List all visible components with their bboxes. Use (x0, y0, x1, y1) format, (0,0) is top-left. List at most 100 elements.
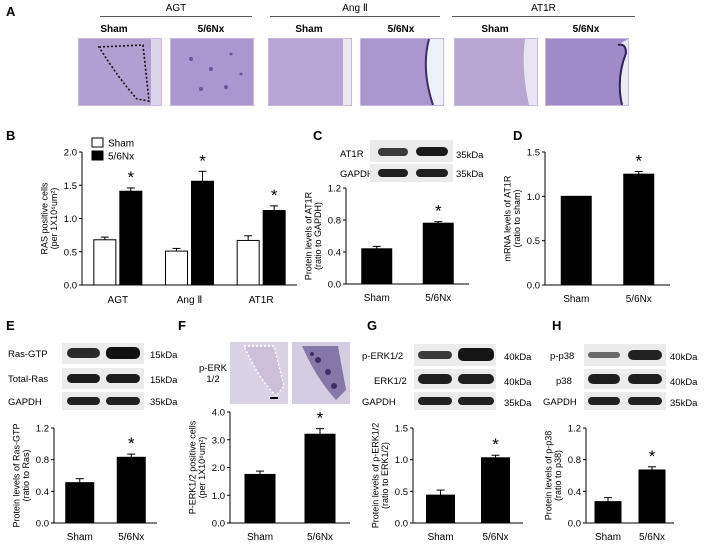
micrograph-f-sham (230, 342, 288, 404)
x-tick-label: AT1R (249, 295, 274, 306)
x-tick-label: Ang Ⅱ (177, 295, 203, 306)
x-tick-label: 5/6Nx (639, 532, 665, 543)
kda-e-gapdh: 35kDa (150, 397, 178, 408)
band-nx (458, 374, 494, 384)
kda-e-rasgtp: 15kDa (150, 350, 178, 361)
significance-marker: * (199, 151, 206, 170)
panel-label-a: A (6, 4, 16, 19)
panel-label-e: E (6, 318, 15, 333)
y-axis-label: Protein levels of AT1R(ratio to GAPDH) (303, 191, 323, 280)
nucleus-outline (242, 345, 285, 398)
bar (191, 180, 214, 286)
y-tick-label: 1.2 (328, 184, 341, 195)
blot-label-e-rasgtp: Ras-GTP (8, 349, 48, 360)
header-title-agt: AGT (165, 3, 187, 14)
nucleus-outline (97, 44, 150, 102)
bar (623, 173, 655, 286)
band-sham (67, 397, 100, 405)
blot-strip-h-p38 (584, 369, 666, 389)
cond-label-at1r-sham: Sham (481, 24, 509, 35)
cond-label-ang-nx: 5/6Nx (387, 24, 415, 35)
bar (594, 501, 622, 524)
cond-label-agt-nx: 5/6Nx (197, 24, 225, 35)
legend-swatch (91, 150, 104, 161)
bar (426, 494, 455, 524)
x-tick-label: 5/6Nx (482, 532, 508, 543)
cond-label-agt-sham: Sham (100, 24, 128, 35)
blot-label-h-p38: p38 (556, 376, 572, 387)
y-tick-label: 0.4 (328, 248, 341, 259)
y-tick-label: 0.8 (568, 455, 581, 466)
blot-label-e-gapdh: GAPDH (8, 397, 42, 408)
bar (116, 456, 146, 524)
y-tick-label: 1.5 (64, 181, 77, 192)
bar (481, 457, 510, 524)
chart-f: 0.0 1.0 2.0 3.0 4.0 P-ERK1/2 positive cells(p… (187, 408, 350, 543)
bar (422, 222, 454, 285)
y-tick-label: 0.5 (64, 247, 77, 258)
significance-marker: * (635, 152, 642, 171)
y-tick-label: 0.0 (36, 519, 49, 530)
y-tick-label: 1.2 (36, 424, 49, 435)
micrograph-f-nx (292, 342, 350, 404)
legend-label: Sham (108, 139, 134, 150)
header-rule-at1r (452, 16, 635, 17)
bar (236, 239, 260, 286)
y-tick-label: 0.5 (527, 236, 540, 247)
micrograph-at1r-sham (454, 38, 538, 106)
y-tick-label: 0.5 (395, 487, 408, 498)
band-nx (106, 347, 140, 359)
band-nx (416, 169, 448, 177)
panel-label-f: F (178, 318, 186, 333)
y-tick-label: 2.0 (212, 463, 225, 474)
kda-h-p38: 40kDa (670, 377, 698, 388)
x-tick-label: 5/6Nx (425, 293, 451, 304)
y-tick-label: 0.0 (395, 519, 408, 530)
blot-strip-e-gapdh (62, 392, 144, 410)
bar (93, 239, 117, 286)
kda-g-perk: 40kDa (504, 352, 532, 363)
legend-swatch (91, 137, 104, 148)
chart-c: 0.0 0.4 0.8 1.2 Protein levels of AT1R(ratio… (303, 184, 469, 304)
band-nx (628, 397, 662, 405)
x-tick-label: AGT (108, 295, 129, 306)
y-tick-label: 0.8 (328, 216, 341, 227)
y-axis-label: RAS positive cells(per 1X10⁶um²) (39, 182, 59, 255)
micrograph-ang-sham (268, 38, 352, 106)
y-axis-label: Protein levels of p-p38(ratio to p38) (543, 431, 563, 521)
chart-e: 0.0 0.4 0.8 1.2 Protein levels of Ras-GTP(ra… (11, 423, 157, 543)
panel-label-b: B (6, 128, 16, 143)
bar (560, 195, 592, 286)
y-tick-label: 4.0 (212, 408, 225, 419)
blot-label-c-gapdh: GAPDH (340, 169, 374, 180)
y-tick-label: 1.5 (395, 424, 408, 435)
y-tick-label: 0.4 (36, 487, 49, 498)
y-axis-label: Protein levels of p-ERK1/2(ratio to ERK1… (370, 423, 390, 529)
blot-label-h-gapdh: GAPDH (543, 397, 577, 408)
band-sham (378, 169, 408, 177)
y-tick-label: 2.0 (64, 148, 77, 159)
chart-d: 0.0 0.5 1.0 1.5 mRNA levels of AT1R(ratio to… (502, 148, 670, 305)
bar (361, 248, 393, 285)
kda-h-pp38: 40kDa (670, 352, 698, 363)
blot-strip-e-totalras (62, 368, 144, 389)
header-title-at1r: AT1R (531, 3, 556, 14)
bar (244, 473, 276, 524)
significance-marker: * (435, 202, 442, 221)
band-sham (588, 397, 620, 405)
y-tick-label: 1.0 (395, 455, 408, 466)
y-axis-label: Protein levels of Ras-GTP(ratio to Ras) (11, 423, 31, 527)
y-tick-label: 0.0 (527, 281, 540, 292)
bar (262, 210, 286, 286)
blot-strip-g-gapdh (414, 392, 496, 410)
kda-h-gapdh: 35kDa (670, 398, 698, 409)
blot-label-g-perk: p-ERK1/2 (362, 351, 404, 362)
x-tick-label: Sham (563, 294, 589, 305)
bar (65, 482, 95, 524)
x-tick-label: 5/6Nx (307, 532, 333, 543)
blot-strip-e-rasgtp (62, 343, 144, 364)
y-tick-label: 1.0 (64, 214, 77, 225)
bar (119, 190, 143, 286)
band-sham (67, 374, 100, 383)
